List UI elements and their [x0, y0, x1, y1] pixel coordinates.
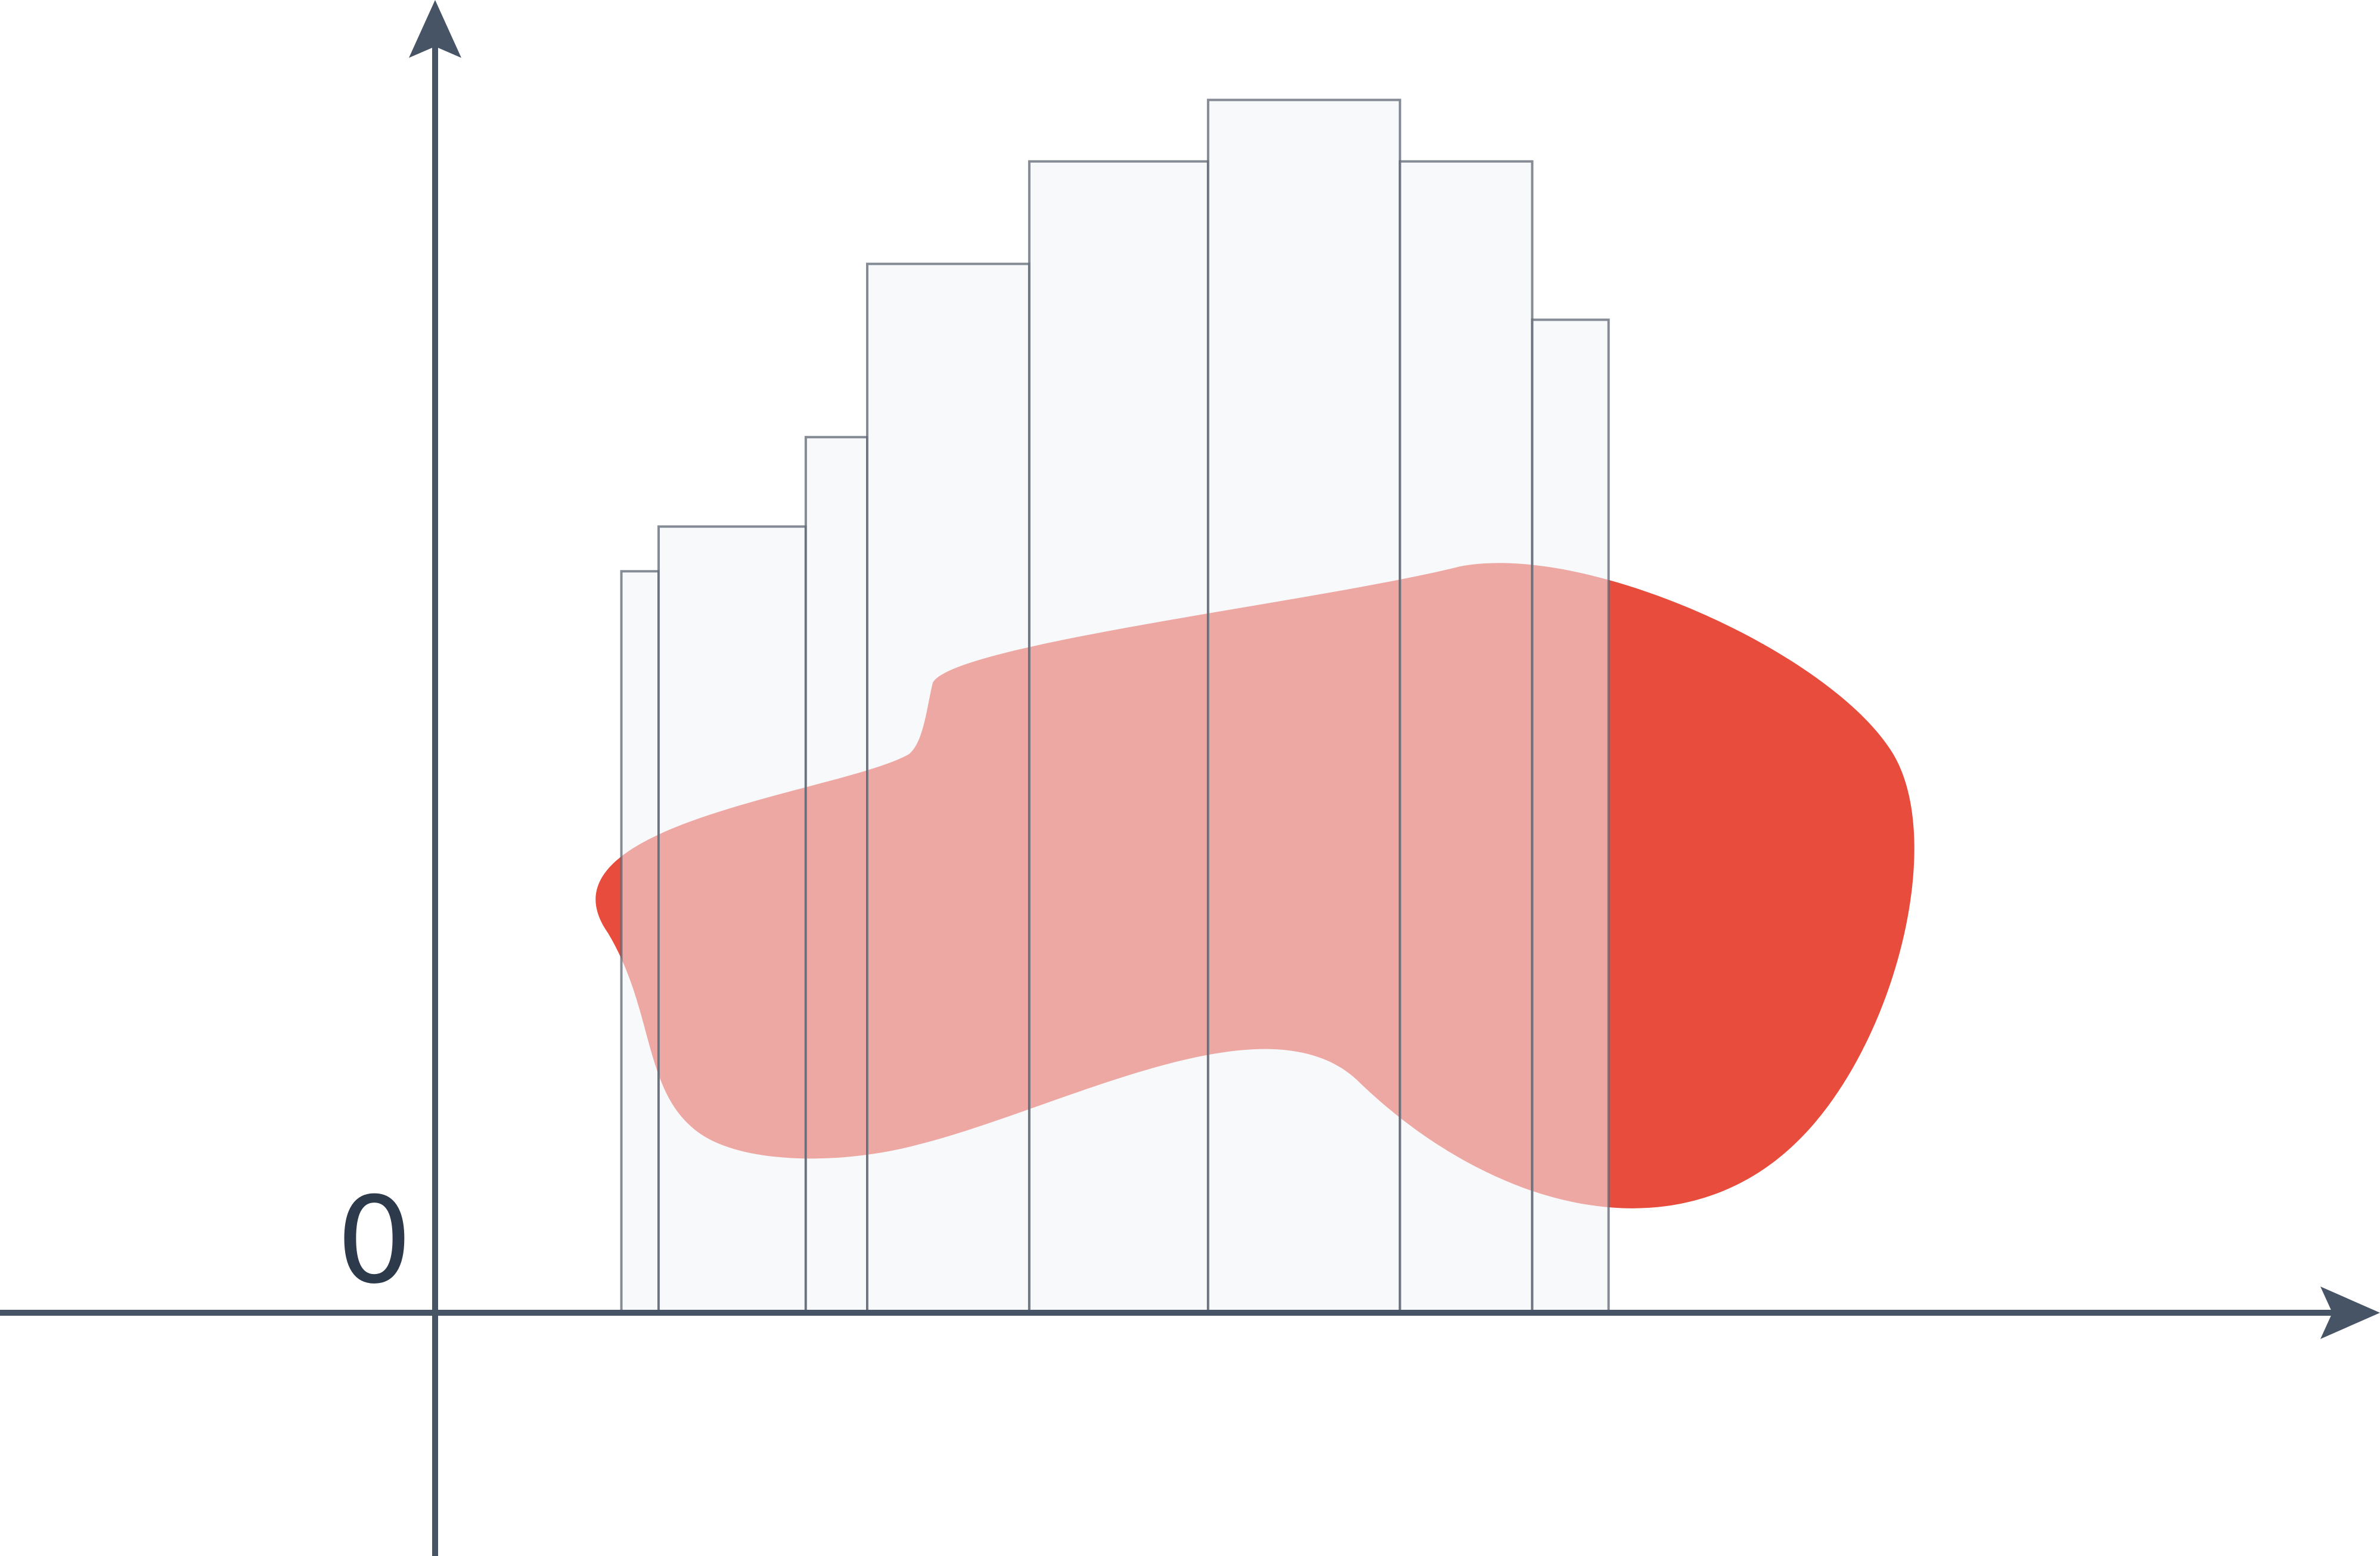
- rectangle-bar-8: [1531, 318, 1610, 1314]
- rectangle-bars: [620, 98, 1610, 1314]
- rectangle-bar-1: [620, 570, 660, 1314]
- rectangle-bar-7: [1398, 160, 1534, 1314]
- origin-label: 0: [336, 1171, 412, 1310]
- rectangle-bar-5: [1028, 160, 1209, 1314]
- rectangle-bar-6: [1206, 98, 1401, 1314]
- right-arrow-icon: [2320, 1287, 2380, 1339]
- rectangle-bar-3: [804, 436, 868, 1314]
- rectangle-bar-4: [866, 262, 1031, 1314]
- up-arrow-icon: [409, 0, 461, 58]
- rectangle-bar-2: [657, 525, 807, 1314]
